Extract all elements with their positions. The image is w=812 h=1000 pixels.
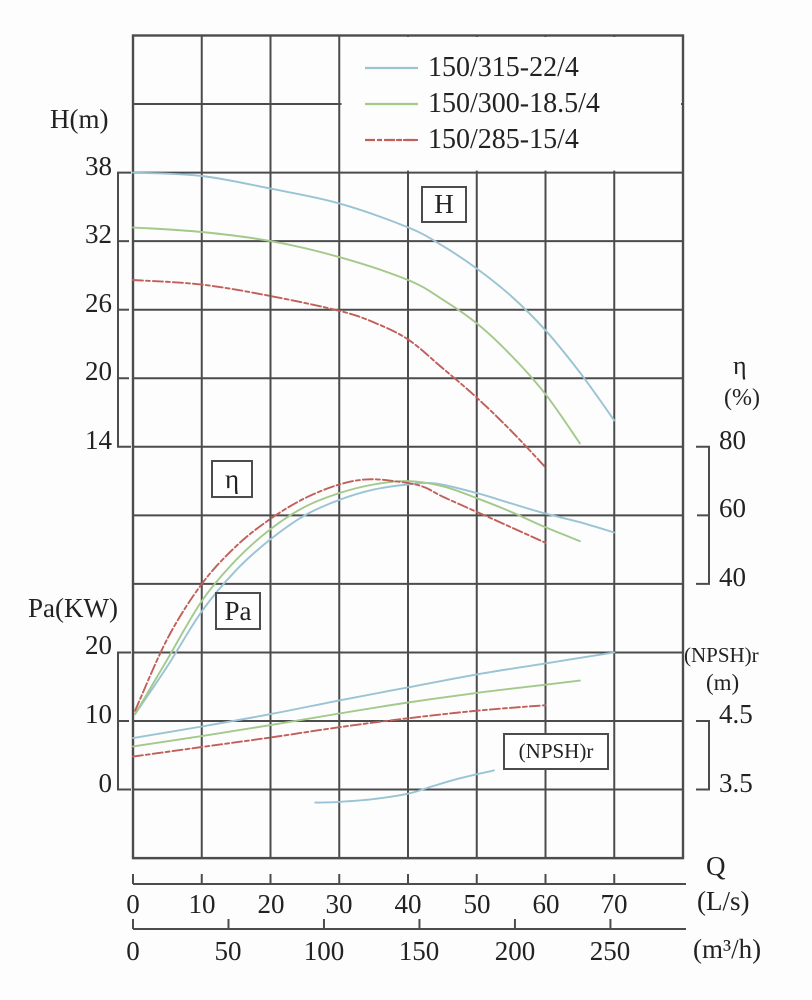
npsh-axis-title: (NPSH)r [684, 643, 759, 667]
pa-curve-150-315-22-4 [132, 651, 616, 740]
pa-tick-label: 0 [98, 768, 113, 798]
m3h-tick-label: 250 [589, 936, 631, 966]
pa-curve-150-285-15-4 [132, 704, 547, 758]
legend-swatch-blue [365, 67, 418, 69]
legend-label: 150/300-18.5/4 [428, 88, 600, 119]
ls-tick-label: 60 [532, 889, 560, 919]
pa-axis-title: Pa(KW) [28, 593, 118, 623]
eta-axis-unit: (%) [724, 385, 760, 411]
pa-tick-label: 20 [85, 630, 112, 660]
npsh-curve-150-315-22-4 [314, 769, 495, 804]
h-tick-label: 32 [85, 219, 112, 249]
m3h-tick-label: 150 [398, 936, 440, 966]
curve-label-eta-text: η [224, 463, 240, 494]
legend-item: 150/300-18.5/4 [342, 90, 600, 118]
legend-swatch-red [365, 139, 418, 141]
eta-curve-150-300-18.5-4 [134, 480, 581, 716]
eta-tick-label: 60 [719, 493, 746, 523]
curve-label-npsh-text: (NPSH)r [518, 739, 594, 763]
eta-tick-label: 80 [719, 425, 746, 455]
legend-item: 150/285-15/4 [342, 126, 579, 154]
curve-label-npsh: (NPSH)r [503, 733, 609, 770]
curve-label-pa-text: Pa [224, 595, 252, 626]
m3h-tick-label: 100 [303, 936, 345, 966]
ls-tick-label: 20 [257, 889, 285, 919]
ls-tick-label: 10 [188, 889, 216, 919]
legend-label: 150/315-22/4 [428, 52, 579, 83]
ls-tick-label: 50 [463, 889, 491, 919]
h-tick-label: 38 [85, 151, 112, 181]
ls-axis-unit: (L/s) [697, 886, 750, 916]
npsh-axis-unit: (m) [706, 670, 740, 695]
pa-curve-150-300-18.5-4 [132, 679, 581, 748]
legend-label: 150/285-15/4 [428, 124, 579, 155]
h-curve-150-300-18.5-4 [132, 226, 581, 445]
q-axis-title: Q [706, 851, 726, 881]
eta-axis-title: η [733, 351, 747, 380]
eta-curve-150-315-22-4 [134, 481, 616, 716]
legend-swatch-green [365, 103, 418, 105]
npsh-tick-label: 3.5 [719, 768, 753, 798]
h-curve-150-285-15-4 [132, 279, 547, 469]
legend-item: 150/315-22/4 [342, 54, 579, 82]
eta-curve-150-285-15-4 [134, 478, 547, 712]
m3h-axis-unit: (m³/h) [693, 934, 762, 964]
m3h-tick-label: 0 [126, 936, 140, 966]
npsh-tick-label: 4.5 [719, 699, 753, 729]
h-tick-label: 26 [85, 288, 112, 318]
plot-border [131, 34, 685, 860]
npsh-axis-bracket [696, 720, 710, 791]
h-curve-150-315-22-4 [132, 171, 616, 422]
h-tick-label: 14 [85, 425, 112, 455]
curve-label-H: H [421, 186, 467, 223]
curve-label-eta: η [211, 460, 253, 498]
h-tick-label: 20 [85, 356, 112, 386]
legend: 150/315-22/4 150/300-18.5/4 150/285-15/4 [342, 40, 680, 170]
curve-label-H-text: H [434, 189, 454, 219]
ls-tick-label: 40 [394, 889, 422, 919]
ls-tick-label: 30 [325, 889, 353, 919]
eta-tick-label: 40 [719, 562, 746, 592]
h-axis-title: H(m) [50, 104, 109, 134]
ls-tick-label: 70 [600, 889, 628, 919]
m3h-tick-label: 50 [214, 936, 242, 966]
curve-label-pa: Pa [215, 592, 261, 630]
pa-tick-label: 10 [85, 699, 112, 729]
m3h-tick-label: 200 [494, 936, 536, 966]
ls-tick-label: 0 [126, 889, 140, 919]
